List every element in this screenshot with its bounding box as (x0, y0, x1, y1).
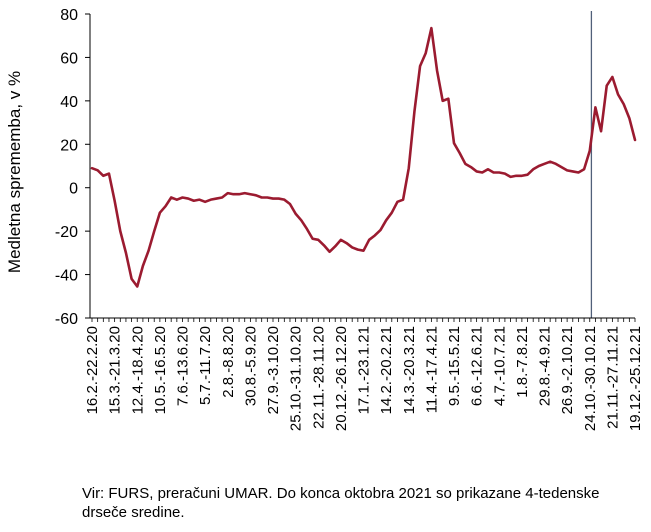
x-tick-label: 14.3.-20.3.21 (401, 326, 418, 414)
x-axis: 16.2.-22.2.20 15.3.-21.3.20 12.4.-18.4.20 1… (84, 317, 644, 431)
x-tick-label: 11.4.-17.4.21 (423, 326, 440, 413)
x-tick-label: 26.9.-2.10.21 (559, 326, 576, 414)
line-chart: -60 -40 -20 0 20 40 60 80 16.2.-22.2.20 15.3.-21… (5, 7, 644, 431)
y-tick-label: 80 (60, 7, 78, 24)
source-note: Vir: FURS, preračuni UMAR. Do konca okto… (82, 485, 600, 521)
y-tick-label: -20 (55, 224, 78, 241)
x-tick-label: 10.5.-16.5.20 (152, 326, 169, 414)
x-tick-label: 12.4.-18.4.20 (129, 326, 146, 414)
x-tick-label: 20.12.-26.12.20 (333, 326, 350, 431)
x-tick-label: 22.11.-28.11.20 (310, 326, 327, 429)
x-tick-label: 29.8.-4.9.21 (537, 326, 554, 406)
x-tick-label: 25.10.-31.10.20 (288, 326, 305, 431)
x-tick-label: 30.8.-5.9.20 (242, 326, 259, 406)
y-tick-label: 20 (60, 137, 78, 154)
x-tick-label: 16.2.-22.2.20 (84, 326, 101, 414)
x-tick-label: 17.1.-23.1.21 (356, 326, 373, 414)
y-tick-label: 40 (60, 94, 78, 111)
x-tick-label: 14.2.-20.2.21 (378, 326, 395, 414)
y-tick-label: -60 (55, 311, 78, 328)
x-tick-label: 19.12.-25.12.21 (627, 326, 644, 431)
x-tick-label: 15.3.-21.3.20 (107, 326, 124, 414)
plot-area (90, 11, 637, 318)
y-tick-label: 60 (60, 50, 78, 67)
y-tick-label: -40 (55, 268, 78, 285)
series-line (90, 26, 637, 288)
x-tick-label: 7.6.-13.6.20 (175, 326, 192, 406)
x-tick-label: 24.10.-30.10.21 (582, 326, 599, 431)
x-tick-label: 9.5.-15.5.21 (446, 326, 463, 406)
x-tick-label: 5.7.-11.7.20 (197, 326, 214, 405)
y-axis: -60 -40 -20 0 20 40 60 80 (55, 7, 91, 328)
y-axis-label: Medletna sprememba, v % (5, 71, 24, 273)
x-tick-label: 1.8.-7.8.21 (514, 326, 531, 398)
x-tick-label: 27.9.-3.10.20 (265, 326, 282, 414)
y-tick-label: 0 (69, 181, 78, 198)
x-tick-label: 21.11.-27.11.21 (604, 326, 621, 429)
x-tick-label: 4.7.-10.7.21 (491, 326, 508, 406)
x-tick-label: 2.8.-8.8.20 (220, 326, 237, 398)
x-tick-label: 6.6.-12.6.21 (469, 326, 486, 406)
